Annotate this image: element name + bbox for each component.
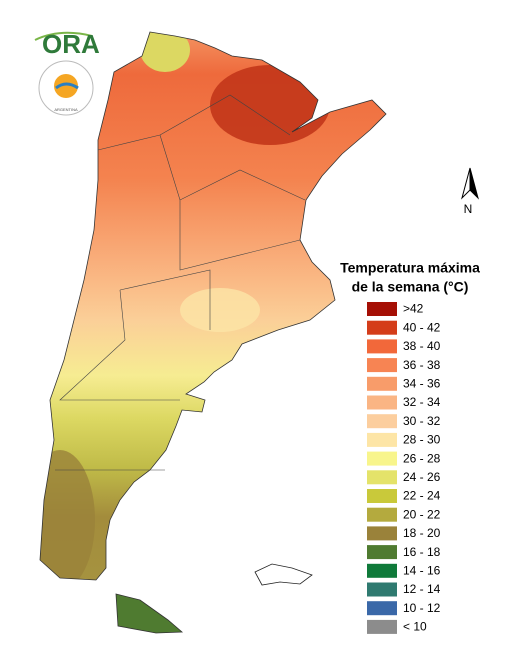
logo: ORA ARGENTINA	[34, 29, 100, 116]
legend-label: 34 - 36	[403, 376, 441, 390]
legend-label: 10 - 12	[403, 601, 441, 615]
islands	[254, 563, 313, 586]
legend-label: 16 - 18	[403, 545, 441, 559]
north-label: N	[464, 202, 473, 216]
legend-swatch	[367, 563, 397, 578]
legend-swatch	[367, 358, 397, 373]
logo-name: ORA	[42, 29, 100, 59]
legend-swatch	[367, 582, 397, 597]
legend-label: 32 - 34	[403, 395, 441, 409]
legend: Temperatura máxima de la semana (°C) >42…	[340, 260, 480, 634]
map-fill	[40, 32, 386, 633]
province-borders	[55, 94, 306, 471]
legend-label: 28 - 30	[403, 433, 441, 447]
legend-label: 38 - 40	[403, 339, 441, 353]
legend-swatch	[367, 414, 397, 429]
legend-swatch	[367, 601, 397, 616]
legend-label: 14 - 16	[403, 563, 441, 577]
legend-swatch	[367, 451, 397, 466]
legend-label: 18 - 20	[403, 526, 441, 540]
legend-label: 40 - 42	[403, 320, 441, 334]
legend-title: Temperatura máxima	[340, 260, 480, 276]
legend-label: < 10	[403, 620, 427, 634]
legend-label: 20 - 22	[403, 507, 441, 521]
legend-swatch	[367, 619, 397, 634]
legend-label: 22 - 24	[403, 489, 441, 503]
legend-label: 30 - 32	[403, 414, 441, 428]
legend-swatch	[367, 339, 397, 354]
legend-swatch	[367, 507, 397, 522]
legend-label: 26 - 28	[403, 451, 441, 465]
legend-label: 36 - 38	[403, 358, 441, 372]
legend-swatch	[367, 432, 397, 447]
north-arrow: N	[461, 167, 479, 216]
legend-title: de la semana (°C)	[352, 279, 469, 295]
legend-label: 12 - 14	[403, 582, 441, 596]
legend-swatch	[367, 395, 397, 410]
legend-swatch	[367, 526, 397, 541]
logo-country: ARGENTINA	[54, 107, 78, 112]
legend-swatch	[367, 320, 397, 335]
legend-swatch	[367, 470, 397, 485]
legend-swatch	[367, 376, 397, 391]
legend-swatch	[367, 302, 397, 316]
legend-swatch	[367, 489, 397, 503]
legend-label: >42	[403, 302, 424, 316]
legend-swatch	[367, 545, 397, 560]
legend-label: 24 - 26	[403, 470, 441, 484]
